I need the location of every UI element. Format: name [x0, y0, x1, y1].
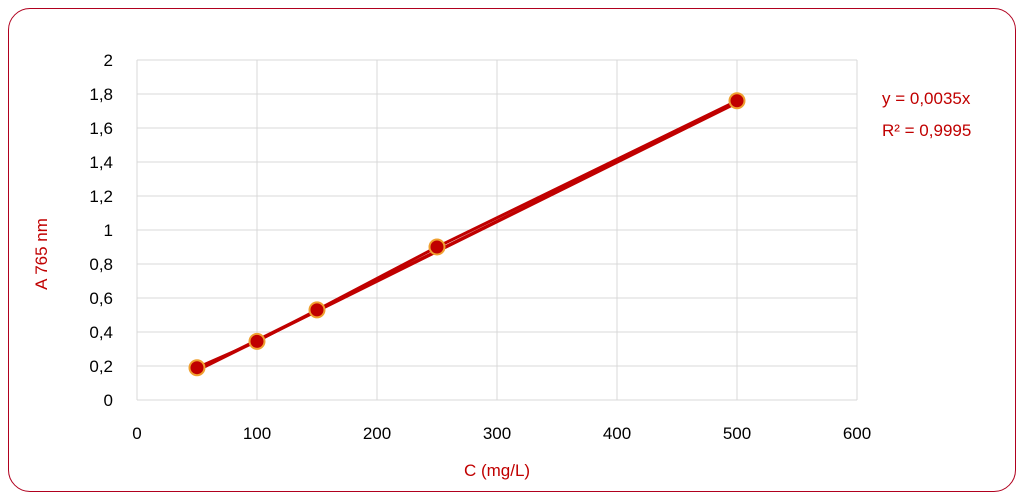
y-tick-labels: 0 0,2 0,4 0,6 0,8 1 1,2 1,4 1,6 1,8 2 [89, 51, 113, 410]
x-axis-title: C (mg/L) [464, 461, 530, 480]
data-point [188, 359, 206, 377]
y-tick-label: 1 [104, 221, 113, 240]
chart-frame [8, 8, 1016, 492]
series-line-segment [196, 339, 258, 370]
grid-lines [136, 59, 858, 401]
y-tick-label: 1,4 [89, 153, 113, 172]
trendline-r-squared: R² = 0,9995 [882, 121, 971, 140]
y-tick-label: 0 [104, 391, 113, 410]
series-line-segment [256, 308, 318, 343]
trendline-equation: y = 0,0035x [882, 89, 971, 108]
y-tick-label: 1,2 [89, 187, 113, 206]
x-tick-label: 200 [363, 424, 391, 443]
x-tick-label: 600 [843, 424, 871, 443]
data-point [308, 301, 326, 319]
y-axis-title: A 765 nm [32, 218, 51, 290]
y-tick-label: 0,4 [89, 323, 113, 342]
y-tick-label: 0,6 [89, 289, 113, 308]
data-point [428, 238, 446, 256]
data-point [728, 92, 746, 110]
x-tick-labels: 0 100 200 300 400 500 600 [132, 424, 871, 443]
y-tick-label: 1,8 [89, 85, 113, 104]
y-tick-label: 2 [104, 51, 113, 70]
series-line-segment [316, 245, 438, 312]
x-tick-label: 0 [132, 424, 141, 443]
x-tick-label: 400 [603, 424, 631, 443]
data-point [248, 332, 266, 350]
y-tick-label: 1,6 [89, 119, 113, 138]
y-tick-label: 0,2 [89, 357, 113, 376]
y-tick-label: 0,8 [89, 255, 113, 274]
plot-series [188, 92, 746, 377]
series-line-segment [436, 99, 738, 249]
x-tick-label: 100 [243, 424, 271, 443]
x-tick-label: 500 [723, 424, 751, 443]
x-tick-label: 300 [483, 424, 511, 443]
